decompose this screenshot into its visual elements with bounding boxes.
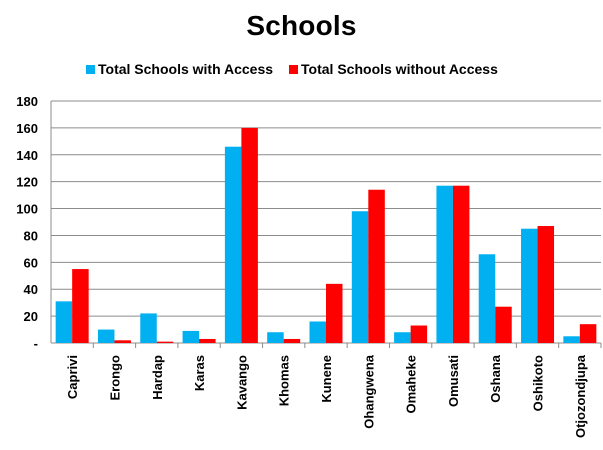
legend-swatch-without-access [289, 64, 299, 74]
x-tick-label: Kunene [319, 355, 334, 403]
bar-with-access [55, 301, 73, 343]
y-tick-label: 80 [24, 228, 38, 243]
x-tick-label: Erongo [107, 355, 122, 401]
legend-label-without-access: Total Schools without Access [301, 61, 498, 77]
bar-without-access [114, 340, 131, 343]
x-tick-label: Omaheke [404, 355, 419, 414]
y-tick-label: 40 [24, 282, 38, 297]
x-tick-label: Omusati [446, 355, 461, 407]
bar-with-access [140, 313, 157, 343]
x-tick-label: Oshikoto [531, 355, 546, 411]
legend-item-without-access: Total Schools without Access [289, 61, 498, 77]
bar-without-access [410, 325, 428, 343]
x-tick-label: Hardap [150, 355, 165, 400]
bar-without-access [579, 324, 597, 343]
bar-with-access [478, 254, 496, 343]
legend: Total Schools with Access Total Schools … [86, 61, 514, 77]
y-tick-label: 120 [16, 175, 38, 190]
x-tick-label: Karas [192, 355, 207, 391]
bar-without-access [368, 189, 385, 343]
y-tick-label: 20 [24, 309, 38, 324]
y-tick-label: 60 [24, 255, 38, 270]
bar-without-access [452, 185, 470, 343]
x-tick-label: Ohangwena [361, 354, 376, 428]
legend-label-with-access: Total Schools with Access [98, 61, 274, 77]
x-tick-label: Kavango [234, 355, 249, 410]
bar-with-access [97, 329, 115, 343]
y-tick-label: 180 [16, 94, 38, 109]
y-tick-label: - [34, 336, 38, 351]
y-tick-label: 100 [16, 202, 38, 217]
bar-without-access [326, 283, 343, 343]
legend-swatch-with-access [86, 64, 95, 74]
bar-with-access [436, 185, 453, 343]
bar-with-access [267, 332, 284, 343]
bar-with-access [351, 211, 369, 343]
bar-with-access [224, 146, 242, 343]
legend-item-with-access: Total Schools with Access [86, 61, 273, 77]
bar-with-access [563, 336, 580, 343]
x-tick-label: Caprivi [65, 355, 80, 399]
bar-with-access [309, 321, 326, 343]
x-tick-label: Oshana [488, 354, 503, 402]
bar-without-access [199, 338, 216, 343]
bar-without-access [495, 306, 512, 343]
x-tick-label: Otjozondjupa [573, 354, 588, 438]
y-tick-label: 140 [16, 148, 38, 163]
bar-without-access [72, 269, 89, 343]
bar-with-access [394, 332, 411, 343]
chart-title: Schools [246, 10, 357, 41]
bar-without-access [537, 226, 555, 343]
bar-without-access [156, 341, 174, 343]
x-tick-label: Khomas [277, 355, 292, 406]
bar-with-access [521, 228, 538, 343]
bar-with-access [182, 330, 200, 343]
y-tick-label: 160 [16, 121, 38, 136]
bar-without-access [241, 127, 258, 343]
bar-without-access [283, 338, 301, 343]
